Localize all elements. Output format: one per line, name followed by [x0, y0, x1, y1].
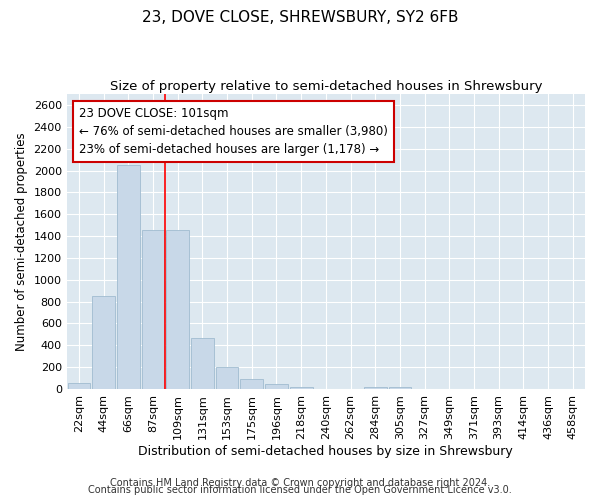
Bar	[216, 367, 238, 389]
Bar	[241, 379, 263, 389]
Title: Size of property relative to semi-detached houses in Shrewsbury: Size of property relative to semi-detach…	[110, 80, 542, 93]
X-axis label: Distribution of semi-detached houses by size in Shrewsbury: Distribution of semi-detached houses by …	[139, 444, 513, 458]
Bar	[265, 384, 288, 389]
Text: Contains public sector information licensed under the Open Government Licence v3: Contains public sector information licen…	[88, 485, 512, 495]
Text: 23 DOVE CLOSE: 101sqm
← 76% of semi-detached houses are smaller (3,980)
23% of s: 23 DOVE CLOSE: 101sqm ← 76% of semi-deta…	[79, 108, 388, 156]
Bar	[92, 296, 115, 389]
Bar	[166, 230, 189, 389]
Bar	[389, 387, 411, 389]
Y-axis label: Number of semi-detached properties: Number of semi-detached properties	[15, 132, 28, 351]
Bar	[191, 338, 214, 389]
Bar	[142, 230, 164, 389]
Bar	[117, 165, 140, 389]
Bar	[364, 387, 386, 389]
Bar	[68, 384, 91, 389]
Text: Contains HM Land Registry data © Crown copyright and database right 2024.: Contains HM Land Registry data © Crown c…	[110, 478, 490, 488]
Text: 23, DOVE CLOSE, SHREWSBURY, SY2 6FB: 23, DOVE CLOSE, SHREWSBURY, SY2 6FB	[142, 10, 458, 25]
Bar	[290, 387, 313, 389]
